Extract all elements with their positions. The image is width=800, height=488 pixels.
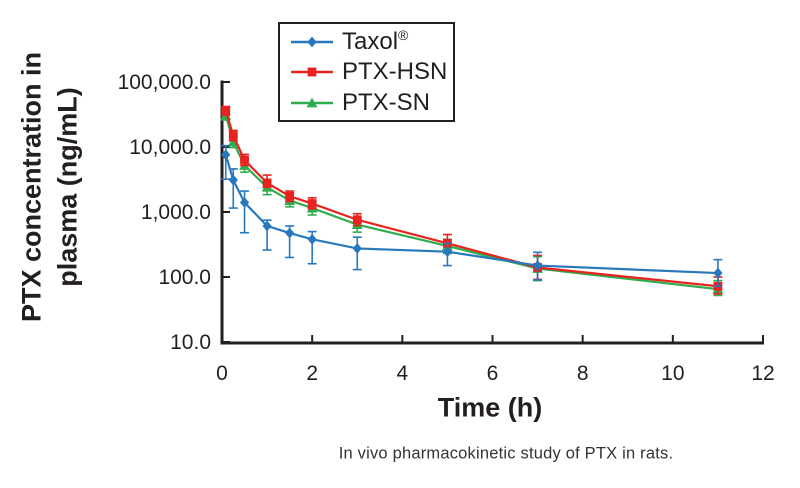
x-axis-title: Time (h) bbox=[437, 392, 543, 423]
x-tick-label: 12 bbox=[751, 362, 774, 385]
legend-label-ptx-hsn: PTX-HSN bbox=[342, 58, 448, 85]
data-point-diamond bbox=[221, 149, 231, 161]
data-point-diamond bbox=[285, 227, 295, 239]
legend-label-taxol: Taxol® bbox=[342, 27, 409, 55]
figure-caption: In vivo pharmacokinetic study of PTX in … bbox=[338, 444, 674, 463]
x-tick-label: 8 bbox=[577, 362, 589, 385]
series-ptx-sn bbox=[220, 109, 724, 297]
data-point-diamond bbox=[307, 36, 317, 47]
y-axis-title-line2: plasma (ng/mL) bbox=[53, 87, 83, 287]
x-tick-label: 2 bbox=[306, 362, 318, 385]
data-point-square bbox=[240, 155, 249, 165]
y-tick-label: 1,000.0 bbox=[141, 201, 211, 224]
data-point-square bbox=[221, 106, 231, 116]
data-point-diamond bbox=[307, 233, 317, 245]
x-tick-label: 6 bbox=[487, 362, 499, 385]
series-line-ptx-sn bbox=[224, 114, 719, 291]
series-line-ptx-hsn bbox=[224, 110, 719, 288]
y-tick-label: 100.0 bbox=[158, 266, 211, 289]
y-axis-title-line1: PTX concentration in bbox=[16, 51, 47, 323]
data-point-diamond bbox=[262, 220, 272, 232]
data-point-square bbox=[228, 131, 238, 140]
ptx-hsn-legend-marker-icon bbox=[291, 67, 333, 77]
data-point-diamond bbox=[532, 260, 543, 271]
data-point-diamond bbox=[228, 174, 238, 186]
data-point-diamond bbox=[442, 246, 453, 258]
legend-item-taxol: Taxol® bbox=[290, 27, 453, 57]
series-taxol bbox=[221, 144, 723, 288]
legend: Taxol® PTX-HSN PTX-SN bbox=[278, 22, 455, 122]
y-tick-label: 100,000.0 bbox=[118, 71, 211, 94]
axes bbox=[220, 80, 764, 345]
data-point-square bbox=[285, 191, 295, 201]
data-point-diamond bbox=[352, 243, 362, 254]
x-tick-label: 0 bbox=[216, 362, 228, 385]
legend-label-ptx-sn: PTX-SN bbox=[342, 88, 431, 116]
data-point-diamond bbox=[713, 267, 723, 279]
data-point-triangle bbox=[306, 97, 318, 107]
data-point-square bbox=[352, 215, 362, 225]
data-point-square bbox=[307, 199, 317, 208]
legend-item-ptx-sn: PTX-SN bbox=[290, 88, 453, 118]
series-line-taxol bbox=[224, 154, 718, 275]
data-point-diamond bbox=[239, 197, 250, 208]
y-axis-title: PTX concentration in plasma (ng/mL) bbox=[14, 52, 87, 322]
y-tick-label: 10.0 bbox=[170, 331, 211, 354]
y-tick-label: 10,000.0 bbox=[129, 136, 211, 159]
legend-item-ptx-hsn: PTX-HSN bbox=[290, 57, 453, 87]
data-point-square bbox=[307, 67, 317, 77]
series-ptx-hsn bbox=[221, 105, 723, 295]
ptx-sn-legend-marker-icon bbox=[291, 97, 333, 107]
x-tick-label: 4 bbox=[396, 362, 408, 385]
data-point-square bbox=[262, 178, 272, 188]
x-tick-label: 10 bbox=[661, 362, 684, 385]
taxol-legend-marker-icon bbox=[291, 36, 333, 47]
